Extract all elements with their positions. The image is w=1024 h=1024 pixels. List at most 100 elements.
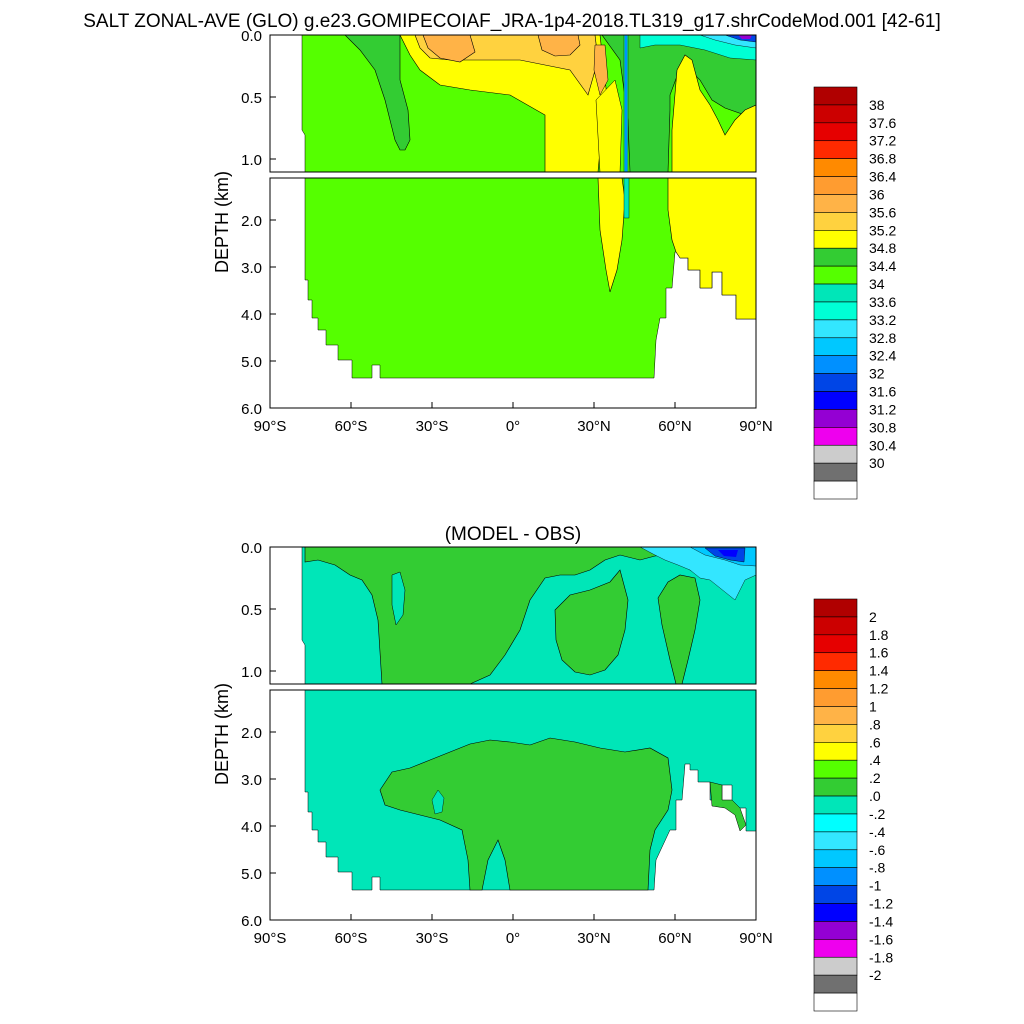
colorbar-label: 33.2 <box>869 312 896 328</box>
colorbar-label: 32 <box>869 366 885 382</box>
colorbar-swatch <box>813 194 858 213</box>
contour-blue-strait <box>625 35 627 172</box>
contour-yellow-arc-deep <box>667 178 756 320</box>
upper-panel <box>270 35 756 172</box>
y-tick-label: 3.0 <box>241 772 262 789</box>
contour-green-sub <box>554 569 629 676</box>
x-tick-label: 90°N <box>739 930 773 947</box>
y-tick-label: 0.5 <box>241 90 262 107</box>
y-axis-upper: 0.0 0.5 1.0 <box>241 540 276 681</box>
y-tick-label: 6.0 <box>241 913 262 930</box>
colorbar-label: .8 <box>869 716 881 732</box>
y-tick-label: 1.0 <box>241 152 262 169</box>
x-tick-label: 30°N <box>577 930 611 947</box>
x-tick-label: 60°S <box>335 418 368 435</box>
colorbar-label: 2 <box>869 609 877 625</box>
colorbar-label: 32.8 <box>869 330 896 346</box>
colorbar-label: -.2 <box>869 806 886 822</box>
contour-orange-med <box>593 44 609 96</box>
x-tick-label: 60°N <box>658 930 692 947</box>
y-tick-label: 6.0 <box>241 401 262 418</box>
colorbar-swatch <box>813 974 858 994</box>
colorbar-label: 30.4 <box>869 437 896 453</box>
x-tick-label: 90°S <box>254 418 287 435</box>
contour-yellow-atl-deep <box>597 178 626 293</box>
colorbar-label: 33.6 <box>869 294 896 310</box>
contour-orange-north <box>537 35 581 57</box>
colorbar-swatch <box>813 462 858 482</box>
colorbar-swatch <box>813 921 858 940</box>
colorbar-label: 35.6 <box>869 204 896 220</box>
plot-model-minus-obs: (MODEL - OBS) 0.0 0.5 <box>212 524 893 1012</box>
colorbar-label: -1.2 <box>869 896 893 912</box>
y-tick-label: 5.0 <box>241 354 262 371</box>
colorbar-label: -1 <box>869 878 882 894</box>
colorbar-label: .4 <box>869 752 881 768</box>
colorbar-label: 35.2 <box>869 222 896 238</box>
y-tick-label: 2.0 <box>241 213 262 230</box>
lower-panel <box>270 690 756 920</box>
y-tick-label: 5.0 <box>241 866 262 883</box>
x-tick-label: 90°S <box>254 930 287 947</box>
colorbar-label: -1.8 <box>869 949 893 965</box>
x-tick-label: 0° <box>506 418 520 435</box>
colorbar-label: 30 <box>869 455 885 471</box>
contour-purple-arctic <box>738 35 752 39</box>
y-axis-title: DEPTH (km) <box>212 683 232 785</box>
y-tick-label: 4.0 <box>241 307 262 324</box>
contour-yellow-arc <box>671 54 756 172</box>
colorbar-swatch <box>813 759 858 779</box>
colorbar-label: 34 <box>869 276 885 292</box>
colorbar-swatch <box>813 391 858 410</box>
x-tick-label: 90°N <box>739 418 773 435</box>
colorbar-swatch <box>813 444 858 464</box>
colorbar-swatch <box>813 867 858 886</box>
figure-title: SALT ZONAL-AVE (GLO) g.e23.GOMIPECOIAF_J… <box>83 11 941 32</box>
colorbar-label: 1.8 <box>869 627 889 643</box>
contour-cyan-strait-deep <box>623 178 630 219</box>
x-tick-label: 60°N <box>658 418 692 435</box>
x-axis: 90°S 60°S 30°S 0° 30°N 60°N 90°N <box>254 914 773 947</box>
colorbar-label: .0 <box>869 788 881 804</box>
upper-panel-frame <box>269 34 757 173</box>
contour-darkgreen-so <box>302 35 411 151</box>
contour-cyan-hole-s <box>391 571 406 626</box>
colorbar-swatch <box>813 176 858 195</box>
y-axis-lower: 2.0 3.0 4.0 5.0 6.0 <box>241 213 276 418</box>
colorbar-swatch <box>813 939 858 958</box>
plot-salt-zonal-ave: 0.0 0.5 1.0 2.0 3.0 4.0 5.0 6.0 DEPTH (k… <box>212 28 896 500</box>
colorbar-swatch <box>813 706 858 725</box>
colorbar-swatch <box>813 903 858 922</box>
colorbar-label: 1.4 <box>869 663 889 679</box>
colorbar-swatch <box>813 337 858 356</box>
contour-green-deep <box>379 737 673 891</box>
colorbar-swatch <box>813 831 858 851</box>
y-axis-lower: 2.0 3.0 4.0 5.0 6.0 <box>241 725 276 930</box>
colorbar-swatch <box>813 355 858 374</box>
colorbar-swatch <box>813 652 858 671</box>
colorbar-swatch <box>813 301 858 321</box>
lower-panel <box>270 178 756 408</box>
y-tick-label: 1.0 <box>241 664 262 681</box>
colorbar-swatch <box>813 104 858 124</box>
plot-title: (MODEL - OBS) <box>445 524 582 545</box>
colorbar-label: 1.2 <box>869 681 889 697</box>
colorbar-swatch <box>813 992 858 1012</box>
colorbar-label: 1 <box>869 698 877 714</box>
colorbar-label: .2 <box>869 770 881 786</box>
colorbar-label: -1.6 <box>869 931 893 947</box>
x-tick-label: 30°S <box>416 418 449 435</box>
colorbar-label: 36 <box>869 186 885 202</box>
colorbar-swatch <box>813 616 858 636</box>
colorbar-swatch <box>813 319 858 339</box>
contour-cyan-hole-deep <box>431 789 445 815</box>
colorbar-swatch <box>813 598 858 618</box>
colorbar: 21.81.61.41.21.8.6.4.2.0-.2-.4-.6-.8-1-1… <box>813 598 893 1012</box>
x-tick-label: 60°S <box>335 930 368 947</box>
colorbar-swatch <box>813 956 858 976</box>
colorbar-swatch <box>813 158 858 177</box>
upper-panel <box>270 547 756 684</box>
colorbar-swatch <box>813 742 858 761</box>
y-tick-label: 4.0 <box>241 819 262 836</box>
